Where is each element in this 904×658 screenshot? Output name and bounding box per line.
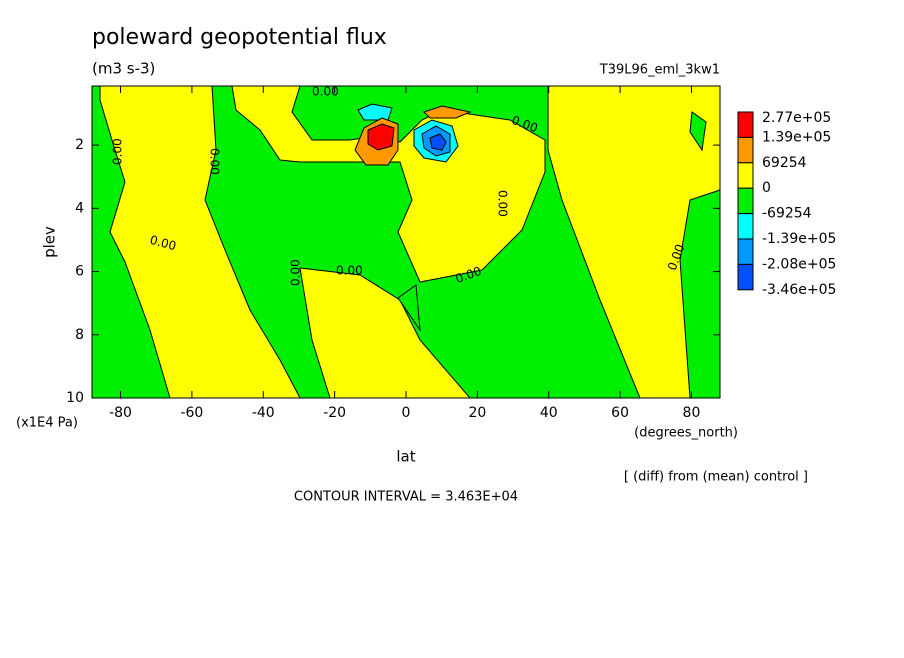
- x-axis-unit: (degrees_north): [634, 426, 738, 441]
- contour-label: 0.00: [289, 259, 303, 286]
- x-tick-label: 80: [683, 405, 701, 421]
- colorbar-swatch: [737, 213, 754, 240]
- contour-label: 0.00: [336, 264, 363, 278]
- colorbar-swatch: [737, 263, 754, 291]
- colorbar-label: 0: [762, 180, 771, 196]
- contour-label: 0.00: [111, 138, 125, 165]
- y-tick-label: 8: [75, 327, 84, 343]
- x-axis-label: lat: [396, 448, 415, 466]
- contour-region: [423, 105, 472, 119]
- colorbar-swatch: [737, 187, 754, 215]
- x-tick-label: 60: [611, 405, 629, 421]
- run-label: T39L96_eml_3kw1: [599, 63, 720, 78]
- colorbar-label: 2.77e+05: [762, 110, 831, 126]
- colorbar-swatch: [737, 238, 754, 265]
- y-axis-label: plev: [41, 226, 59, 258]
- contour-region: [397, 284, 421, 332]
- x-tick-label: -40: [252, 405, 275, 421]
- contour-region: [429, 133, 447, 151]
- note: [ (diff) from (mean) control ]: [624, 470, 808, 485]
- y-tick-label: 10: [66, 390, 84, 406]
- contour-interval: CONTOUR INTERVAL = 3.463E+04: [294, 490, 518, 505]
- y-tick-label: 2: [75, 137, 84, 153]
- colorbar-label: -2.08e+05: [762, 256, 836, 272]
- colorbar-label: 69254: [762, 155, 807, 171]
- chart-title: poleward geopotential flux: [92, 25, 387, 50]
- colorbar-swatch: [737, 162, 754, 189]
- contour-labels: 0.00 0.00 0.00 0.00 0.00 0.00 0.00 0.00 …: [111, 85, 688, 287]
- colorbar-label: 1.39e+05: [762, 129, 831, 145]
- colorbar-swatch: [737, 111, 754, 138]
- chart-subtitle: (m3 s-3): [92, 60, 155, 78]
- contour-region: [299, 267, 472, 399]
- contour-region: [357, 103, 393, 121]
- colorbar-swatch: [737, 136, 754, 164]
- x-tick-label: -80: [109, 405, 132, 421]
- contour-label: 0.00: [208, 148, 222, 175]
- x-tick-label: 0: [402, 405, 411, 421]
- contour-label: 0.00: [148, 233, 177, 253]
- colorbar-label: -1.39e+05: [762, 231, 836, 247]
- contour-label: 0.00: [496, 190, 510, 217]
- contour-regions: [99, 85, 721, 399]
- y-tick-label: 6: [75, 264, 84, 280]
- x-tick-label: 20: [468, 405, 486, 421]
- x-tick-label: -20: [323, 405, 346, 421]
- colorbar-label: -69254: [762, 206, 812, 222]
- x-tick-label: 40: [540, 405, 558, 421]
- y-axis-unit: (x1E4 Pa): [16, 416, 78, 431]
- contour-region: [231, 85, 546, 283]
- contour-region: [689, 111, 707, 152]
- colorbar-label: -3.46e+05: [762, 282, 836, 298]
- y-tick-label: 4: [75, 200, 84, 216]
- x-tick-label: -60: [180, 405, 203, 421]
- contour-label: 0.00: [312, 85, 339, 99]
- contour-region: [367, 123, 395, 151]
